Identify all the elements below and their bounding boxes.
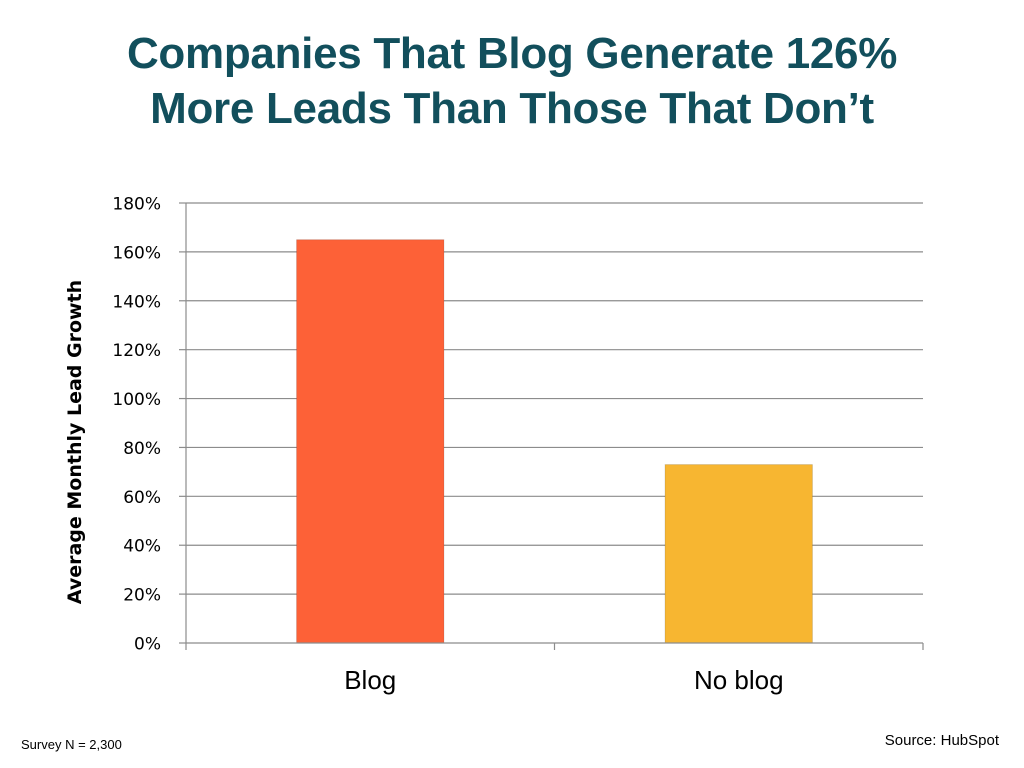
y-tick-label: 180%: [112, 195, 161, 215]
y-tick-label: 0%: [134, 635, 161, 655]
y-axis-label: Average Monthly Lead Growth: [64, 280, 86, 604]
slide-title: Companies That Blog Generate 126% More L…: [40, 26, 984, 136]
y-tick-label: 20%: [123, 586, 161, 606]
y-tick-label: 160%: [112, 243, 161, 263]
source-note: Source: HubSpot: [884, 732, 999, 749]
bar-no-blog: [664, 464, 813, 644]
tick-labels: 0% 20% 40% 60% 80% 100% 120% 140% 160% 180% Blog No…: [112, 195, 783, 696]
y-tick-label: 140%: [112, 292, 161, 312]
slide-title-line-2: More Leads Than Those That Don’t: [150, 84, 874, 133]
y-tick-label: 60%: [123, 488, 161, 508]
y-tick-label: 100%: [112, 390, 161, 410]
x-category-label: No blog: [694, 665, 784, 695]
x-category-label: Blog: [344, 665, 396, 695]
y-tick-label: 120%: [112, 341, 161, 361]
slide-title-line-1: Companies That Blog Generate 126%: [126, 29, 898, 78]
axes: [179, 202, 924, 650]
y-tick-label: 80%: [123, 439, 161, 459]
bars: [296, 239, 813, 644]
bar-blog: [296, 239, 445, 644]
y-tick-label: 40%: [123, 537, 161, 557]
survey-note: Survey N = 2,300: [21, 737, 122, 752]
